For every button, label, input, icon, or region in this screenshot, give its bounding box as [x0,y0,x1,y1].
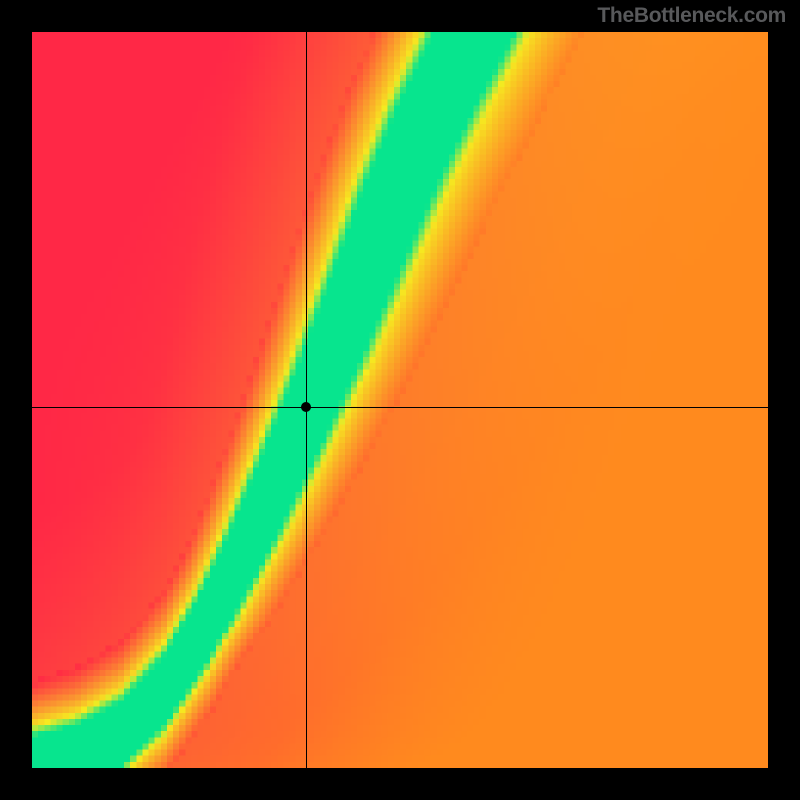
crosshair-horizontal [32,407,768,408]
heatmap-canvas [32,32,768,768]
crosshair-vertical [306,32,307,768]
heatmap-plot [32,32,768,768]
marker-dot [301,402,311,412]
watermark-text: TheBottleneck.com [597,4,786,28]
